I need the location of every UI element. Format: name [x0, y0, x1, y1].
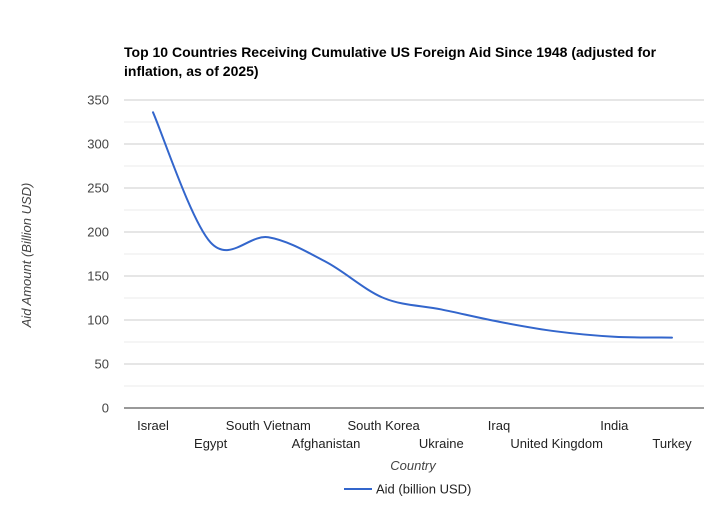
- y-tick-label: 0: [102, 401, 109, 416]
- series-layer: [152, 111, 673, 339]
- chart-title-line-2: inflation, as of 2025): [124, 63, 259, 79]
- y-tick-label: 300: [87, 137, 109, 152]
- x-tick-label: South Vietnam: [226, 418, 311, 433]
- x-tick-label: Turkey: [652, 436, 692, 451]
- y-tick-label: 50: [95, 357, 109, 372]
- y-tick-label: 350: [87, 93, 109, 108]
- y-tick-label: 200: [87, 225, 109, 240]
- x-tick-label: India: [600, 418, 629, 433]
- x-tick-label: Egypt: [194, 436, 228, 451]
- grid-lines: [124, 99, 704, 409]
- x-tick-label: South Korea: [348, 418, 421, 433]
- y-tick-label: 100: [87, 313, 109, 328]
- y-axis-label: Aid Amount (Billion USD): [19, 183, 34, 329]
- legend: Aid (billion USD): [344, 482, 471, 497]
- x-axis-label: Country: [390, 458, 437, 473]
- x-tick-label: United Kingdom: [510, 436, 603, 451]
- y-axis-tick-labels: 0 50 100 150 200 250 300 350: [87, 93, 109, 416]
- x-tick-label: Iraq: [488, 418, 510, 433]
- x-tick-label: Ukraine: [419, 436, 464, 451]
- chart-title-line-1: Top 10 Countries Receiving Cumulative US…: [124, 44, 657, 60]
- legend-label: Aid (billion USD): [376, 482, 471, 497]
- y-tick-label: 250: [87, 181, 109, 196]
- series-line: [152, 111, 673, 339]
- x-tick-label: Afghanistan: [292, 436, 361, 451]
- x-axis-tick-labels: Israel Egypt South Vietnam Afghanistan South…: [137, 418, 692, 451]
- x-tick-label: Israel: [137, 418, 169, 433]
- y-tick-label: 150: [87, 269, 109, 284]
